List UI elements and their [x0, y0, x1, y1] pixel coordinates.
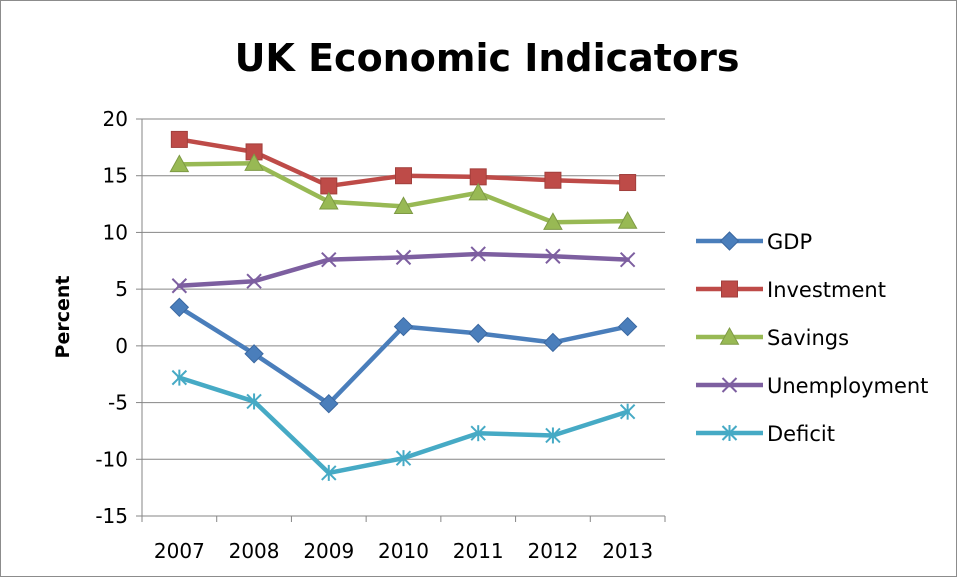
legend-label-deficit: Deficit	[767, 422, 835, 446]
data-point-savings	[169, 154, 190, 173]
data-point-investment	[395, 167, 412, 185]
series-savings	[169, 153, 638, 230]
data-point-gdp	[244, 344, 264, 364]
legend-item-unemployment: Unemployment	[696, 374, 928, 398]
x-tick-label: 2011	[453, 539, 504, 563]
data-point-savings	[617, 211, 638, 229]
data-point-savings	[318, 191, 339, 210]
series-group	[169, 130, 638, 481]
x-tick-label: 2009	[303, 539, 354, 563]
legend-label-savings: Savings	[767, 326, 849, 350]
y-tick-label: 10	[103, 220, 128, 244]
data-point-deficit	[321, 464, 337, 481]
legend-label-gdp: GDP	[767, 230, 812, 254]
legend: GDP Investment Savings Unemployment Deficit	[696, 230, 928, 446]
data-point-investment	[320, 177, 338, 195]
data-point-gdp	[543, 332, 563, 353]
x-tick-label: 2008	[229, 539, 280, 563]
data-point-deficit	[171, 369, 188, 386]
data-point-investment	[170, 130, 188, 148]
legend-item-investment: Investment	[696, 278, 886, 302]
legend-marker-unemployment	[721, 377, 738, 393]
data-point-savings	[543, 212, 563, 230]
series-unemployment	[171, 246, 636, 294]
legend-marker-deficit	[721, 425, 738, 441]
data-point-investment	[544, 171, 562, 189]
y-tick-label: 5	[115, 277, 128, 301]
data-point-savings	[393, 196, 414, 215]
legend-item-deficit: Deficit	[696, 422, 835, 446]
data-point-gdp	[169, 297, 190, 317]
data-point-unemployment	[545, 248, 561, 264]
y-tick-label: -5	[108, 391, 128, 415]
data-point-gdp	[393, 316, 414, 337]
legend-marker-gdp	[719, 231, 740, 251]
data-point-deficit	[619, 403, 636, 420]
y-tick-label: 0	[115, 334, 128, 358]
data-point-gdp	[617, 316, 638, 337]
data-point-unemployment	[470, 246, 486, 262]
data-point-unemployment	[171, 278, 188, 294]
data-point-deficit	[246, 393, 262, 410]
series-gdp	[169, 297, 638, 414]
series-investment	[170, 130, 637, 195]
legend-marker-savings	[719, 326, 740, 345]
data-point-deficit	[470, 425, 486, 442]
y-tick-label: -15	[95, 504, 128, 528]
data-point-deficit	[395, 450, 412, 467]
legend-item-gdp: GDP	[696, 230, 812, 254]
x-tick-label: 2013	[602, 539, 653, 563]
data-point-unemployment	[395, 249, 412, 266]
x-tick-label: 2007	[154, 539, 205, 563]
chart-title: UK Economic Indicators	[235, 36, 740, 80]
data-point-savings	[244, 153, 264, 171]
gridlines	[142, 118, 665, 517]
series-deficit	[171, 369, 636, 481]
data-point-savings	[468, 182, 489, 201]
x-tick-label: 2010	[378, 539, 429, 563]
data-point-unemployment	[321, 251, 337, 268]
legend-label-investment: Investment	[767, 278, 886, 302]
data-point-gdp	[319, 393, 339, 414]
y-tick-label: 15	[103, 164, 128, 188]
data-point-investment	[469, 168, 487, 186]
legend-label-unemployment: Unemployment	[767, 374, 928, 398]
legend-item-savings: Savings	[696, 326, 849, 350]
y-tick-label: -10	[95, 447, 128, 471]
legend-marker-investment	[721, 280, 738, 298]
x-tick-label: 2012	[527, 539, 578, 563]
axes: 20 15 10 5 0 -5 -10 -15 2007 2008 2009 2010 2011 2012…	[95, 107, 666, 563]
y-axis-title: Percent	[52, 276, 74, 359]
data-point-unemployment	[246, 273, 262, 289]
data-point-investment	[619, 174, 637, 192]
data-point-unemployment	[619, 251, 636, 268]
y-tick-label: 20	[103, 107, 128, 131]
data-point-deficit	[545, 427, 561, 444]
data-point-gdp	[468, 323, 488, 344]
